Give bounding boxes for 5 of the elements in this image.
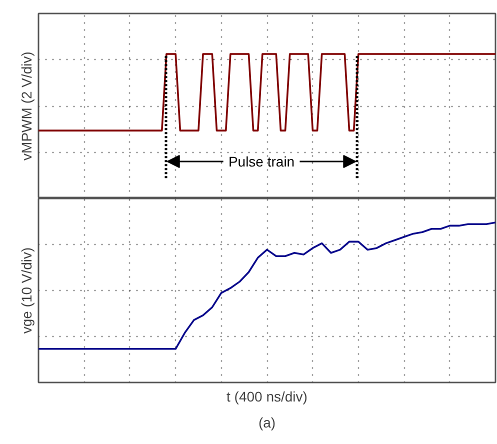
text: (a) — [258, 414, 276, 430]
x-axis-title: t (400 ns/div) — [226, 388, 308, 404]
y-axis-title: vge (10 V/div) — [18, 247, 34, 334]
annotation: Pulse train — [228, 154, 295, 170]
y-axis-title: vMPWM (2 V/div) — [18, 52, 34, 160]
